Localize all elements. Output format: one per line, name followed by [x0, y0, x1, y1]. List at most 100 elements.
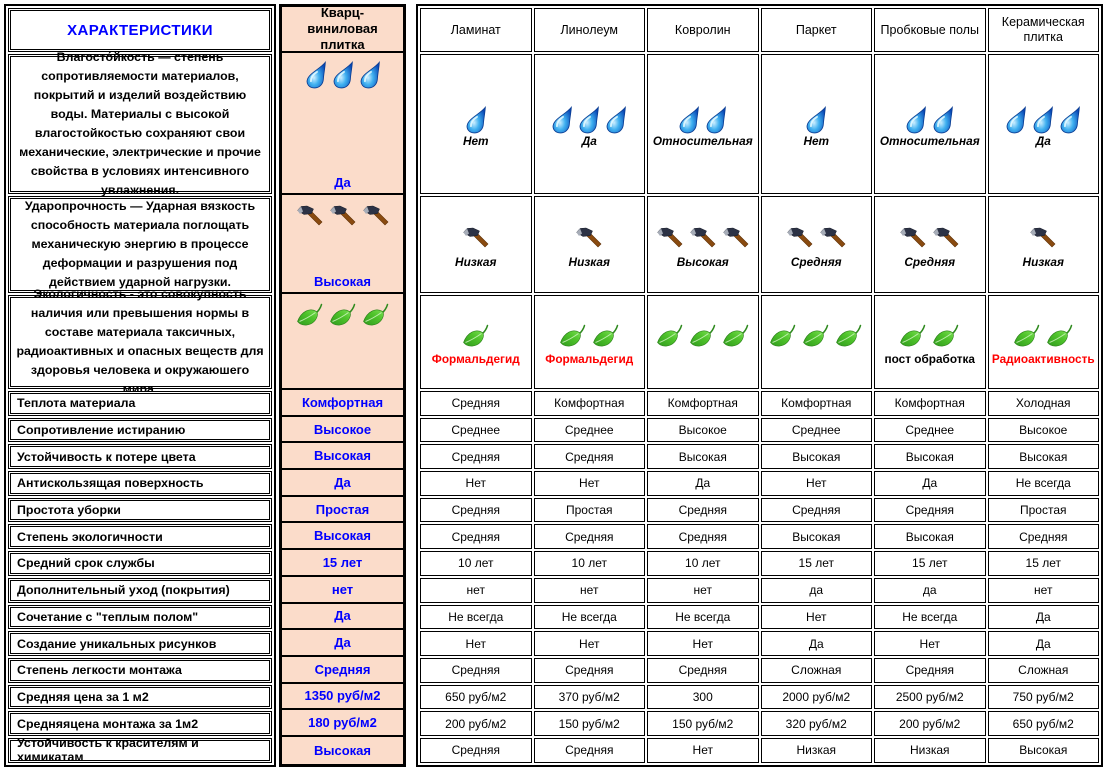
table-cell: Не всегда [533, 604, 645, 630]
water-drop-icon [1006, 105, 1027, 133]
table-cell: Средняя [533, 524, 645, 550]
table-cell: Среднее [420, 417, 532, 443]
table-cell: Не всегда [647, 604, 759, 630]
table-cell: Низкая [987, 196, 1099, 293]
row-label-eco-friendliness: Экологичность - это совокупность наличия… [8, 287, 272, 396]
row-label: Антискользящая поверхность [8, 471, 272, 496]
table-cell: Средняя [760, 196, 872, 293]
hammer-icon [362, 205, 388, 226]
table-cell: Нет [760, 54, 872, 194]
icon-value-label: Низкая [455, 255, 497, 269]
table-cell: Не всегда [874, 604, 986, 630]
row-label: Дополнительный уход (покрытия) [8, 577, 272, 603]
water-drop-icon [706, 105, 727, 133]
table-cell: Низкая [760, 737, 872, 763]
table-cell: Да [760, 631, 872, 656]
table-cell: 15 лет [760, 551, 872, 576]
leaf-icon [362, 303, 388, 325]
column-header-carpet: Ковролин [647, 8, 759, 52]
hammer-icon [329, 205, 355, 226]
table-row: Средняя Средняя Средняя Сложная Средняя Сложн… [420, 657, 1099, 683]
table-cell: 2500 руб/м2 [874, 684, 986, 710]
row-label: Степень экологичности [8, 524, 272, 550]
quartz-column-header: Кварц-виниловая плитка [282, 5, 403, 53]
table-cell: Среднее [533, 417, 645, 443]
water-drop-icon [679, 105, 700, 133]
table-cell: Средняя [874, 657, 986, 683]
water-drop-icon-group [903, 105, 956, 134]
column-header-parquet: Паркет [760, 8, 872, 52]
water-drop-icon [333, 61, 353, 89]
leaf-icon-group [767, 324, 865, 352]
row-label: Сопротивление истиранию [8, 417, 272, 443]
leaf-icon-group [460, 324, 492, 352]
icon-value-label: Низкая [1022, 255, 1064, 269]
table-cell: 10 лет [533, 551, 645, 576]
icon-value-label: Средняя [790, 255, 842, 269]
icon-value-label: Да [334, 175, 351, 190]
row-label: Устойчивость к потере цвета [8, 444, 272, 470]
quartz-value-cell: 1350 руб/м2 [282, 684, 403, 711]
table-cell: Нет [760, 604, 872, 630]
table-cell: Да [874, 471, 986, 496]
row-label: Средняяцена монтажа за 1м2 [8, 711, 272, 736]
leaf-icon [592, 324, 618, 347]
row-label: Создание уникальных рисунков [8, 631, 272, 656]
hammer-icon [786, 227, 813, 248]
table-row: Среднее Среднее Высокое Среднее Среднее Высок… [420, 417, 1099, 443]
table-cell: Средняя [533, 737, 645, 763]
row-label: Теплота материала [8, 391, 272, 416]
hammer-icon-group [1027, 225, 1059, 255]
table-cell: Нет [533, 471, 645, 496]
table-cell: 200 руб/м2 [420, 711, 532, 736]
row-label: Средний срок службы [8, 551, 272, 576]
quartz-value-cell: 180 руб/м2 [282, 710, 403, 737]
table-cell: 15 лет [987, 551, 1099, 576]
leaf-icon [836, 324, 862, 347]
table-cell: Комфортная [533, 391, 645, 416]
table-cell: Низкая [874, 737, 986, 763]
table-cell: Да [987, 631, 1099, 656]
quartz-value-cell: нет [282, 577, 403, 604]
table-cell: нет [533, 577, 645, 603]
hammer-icon [819, 227, 846, 248]
table-cell: Средняя [874, 497, 986, 523]
column-header-cork: Пробковые полы [874, 8, 986, 52]
hammer-icon [656, 227, 683, 248]
table-cell: Нет [420, 631, 532, 656]
table-cell: Высокая [874, 524, 986, 550]
icon-value-label: Низкая [568, 255, 610, 269]
table-cell [647, 295, 759, 389]
water-drop-icon [360, 61, 380, 89]
table-cell: да [760, 577, 872, 603]
hammer-icon-group [897, 225, 962, 255]
water-drop-icon-group [803, 105, 829, 134]
leaf-icon [656, 324, 682, 347]
quartz-value-cell: Да [282, 630, 403, 657]
icon-value-label: Нет [803, 133, 830, 148]
table-cell: Да [533, 54, 645, 194]
icon-value-label: Средняя [904, 255, 956, 269]
water-drop-icon [466, 105, 486, 133]
table-cell: нет [647, 577, 759, 603]
leaf-icon [1046, 324, 1072, 347]
icon-value-label: Относительная [652, 133, 753, 148]
water-drop-icon [1060, 105, 1081, 133]
leaf-icon [1013, 324, 1039, 347]
table-row: Средняя Средняя Средняя Высокая Высокая Средн… [420, 524, 1099, 550]
eco-friendliness-row: Формальдегид Формальдегид [420, 295, 1099, 389]
table-cell: Да [987, 54, 1099, 194]
hammer-icon [900, 227, 926, 248]
column-header-laminate: Ламинат [420, 8, 532, 52]
icon-value-label: Радиоактивность [991, 351, 1095, 366]
table-cell: Нет [647, 737, 759, 763]
leaf-icon [722, 324, 748, 347]
table-row: Нет Нет Да Нет Да Не всегда [420, 471, 1099, 496]
table-cell: 650 руб/м2 [420, 684, 532, 710]
table-cell: Нет [647, 631, 759, 656]
table-cell: Холодная [987, 391, 1099, 416]
table-cell [760, 295, 872, 389]
column-header-ceramic: Керамическая плитка [987, 8, 1099, 52]
water-drop-icon [906, 105, 927, 133]
leaf-icon [296, 303, 322, 325]
